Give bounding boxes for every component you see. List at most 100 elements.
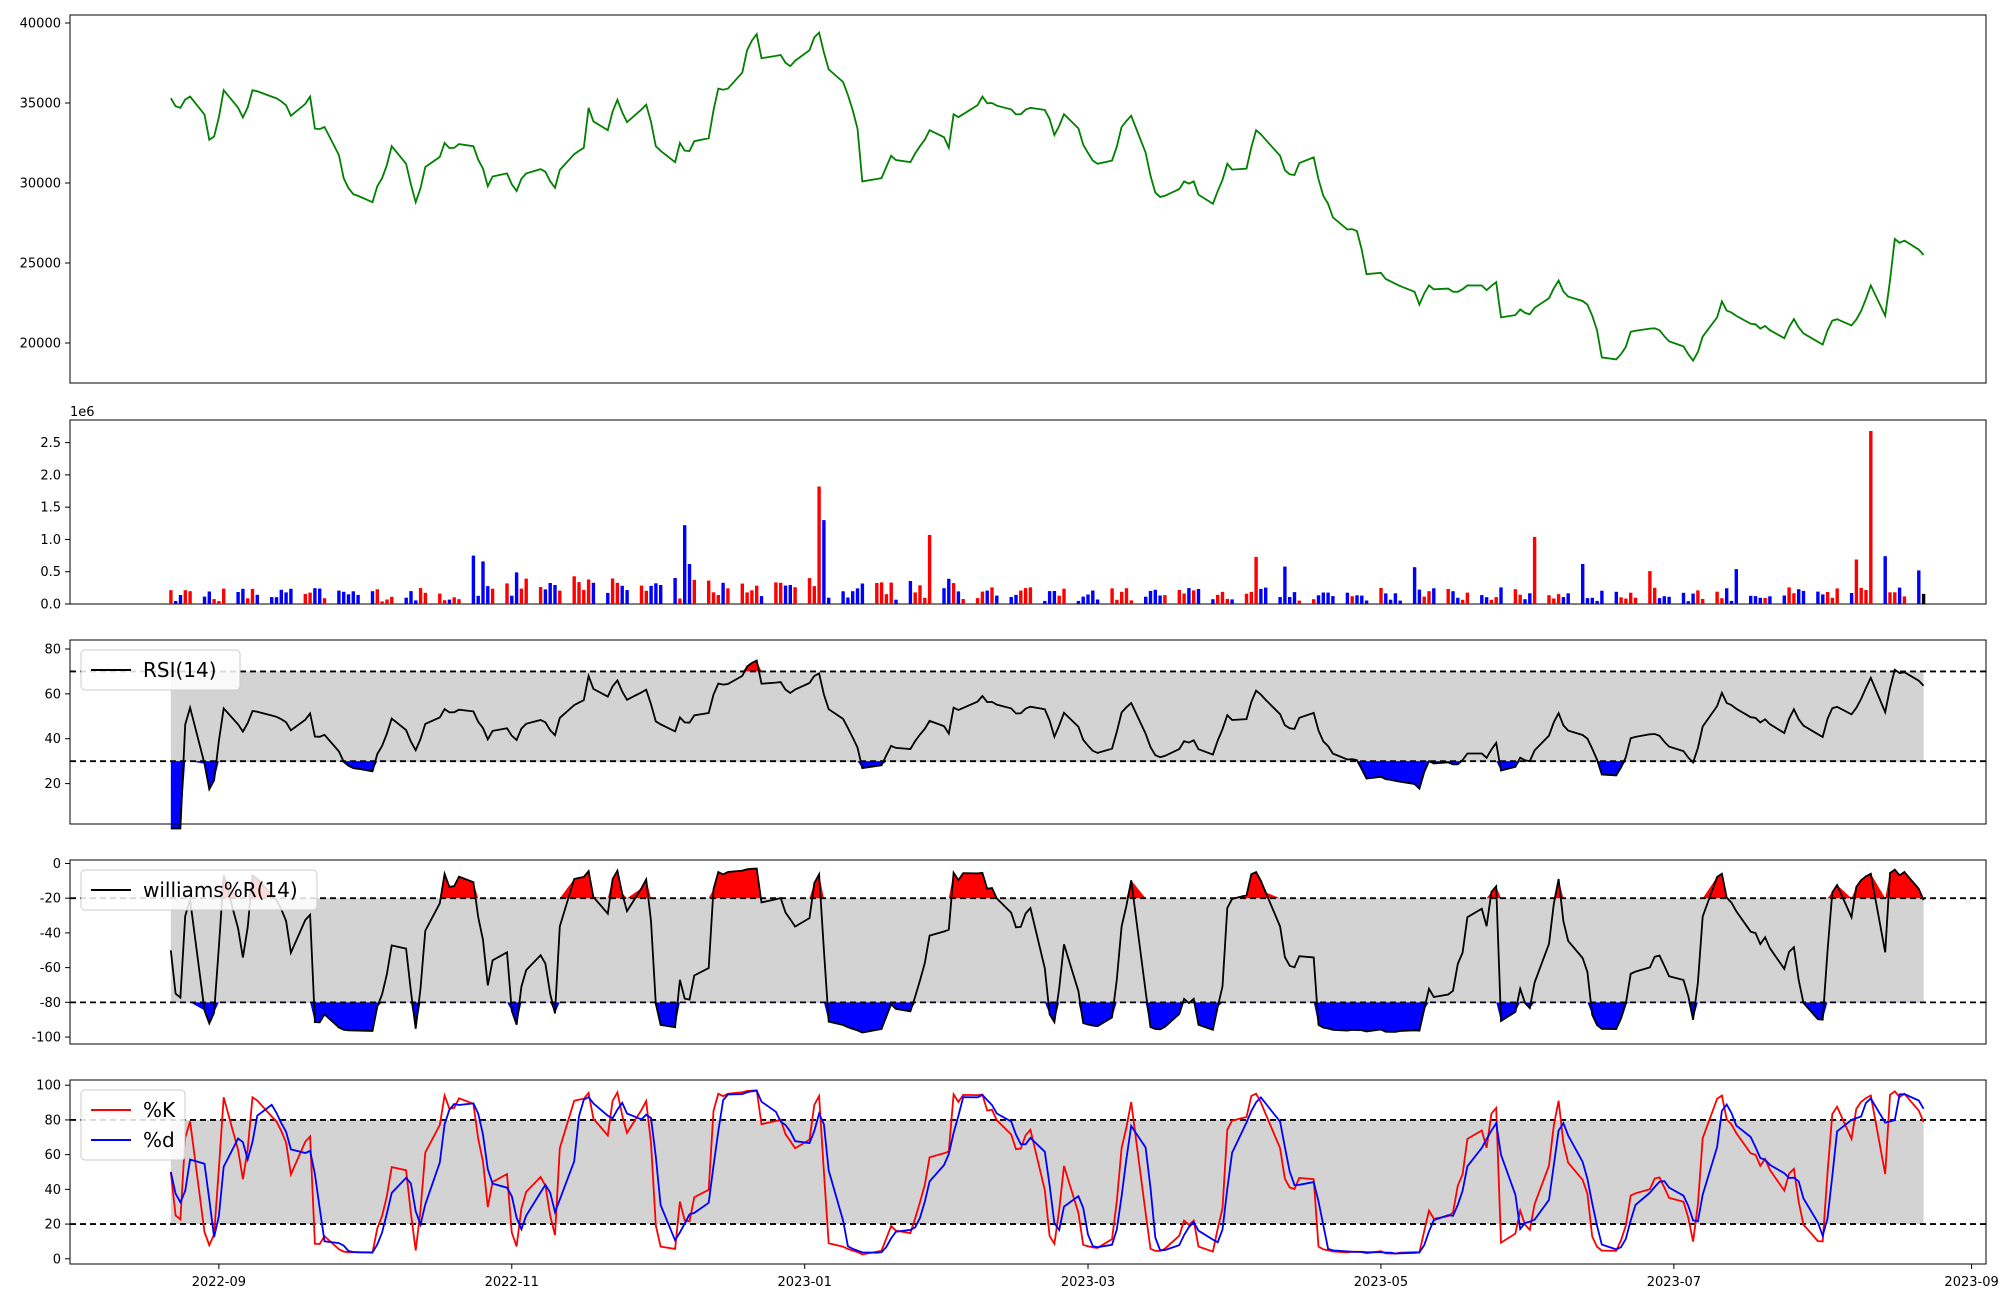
volume-bar: [659, 585, 663, 604]
volume-panel: 0.0 0.5 1.0 1.5 2.0 2.5 1e6: [40, 405, 1987, 613]
volume-bar: [620, 585, 624, 604]
volume-bar: [625, 590, 629, 604]
volume-bar: [1220, 591, 1225, 604]
volume-bar: [1216, 594, 1220, 604]
volume-bar: [1091, 590, 1095, 604]
volume-bar: [649, 585, 653, 604]
volume-bar: [375, 589, 379, 604]
volume-bar: [1182, 593, 1186, 604]
volume-bar: [707, 580, 711, 604]
rsi-axes-frame: [69, 639, 1987, 825]
volume-bar: [1028, 587, 1033, 604]
volume-bar: [1364, 600, 1369, 604]
rsi-legend-box: [80, 649, 241, 691]
volume-bar: [793, 587, 797, 604]
volume-ytick-label: 1.5: [40, 501, 61, 516]
volume-bar: [1897, 587, 1902, 604]
volume-bar: [1518, 594, 1522, 604]
volume-bar: [442, 600, 447, 604]
volume-bar: [1446, 589, 1450, 604]
volume-bar: [606, 592, 610, 604]
stochastic-k-line: [169, 1089, 1925, 1256]
volume-bar: [851, 591, 855, 604]
volume-bar: [337, 590, 341, 604]
volume-bar: [591, 582, 596, 604]
volume-bar: [918, 585, 922, 604]
volume-bar: [1047, 591, 1052, 604]
rsi-ytick-label: 20: [44, 777, 61, 792]
volume-bar: [274, 597, 279, 604]
volume-bar: [1662, 596, 1666, 604]
volume-bar: [1888, 592, 1892, 604]
volume-bar: [1345, 592, 1350, 604]
x-tick-label: 2022-11: [485, 1275, 539, 1290]
rsi-oversold-fill: [170, 761, 1924, 829]
volume-bar: [1043, 600, 1047, 604]
rsi-line: [170, 659, 1925, 830]
volume-bar: [486, 586, 490, 604]
williams-legend-label: williams%R(14): [143, 878, 298, 902]
volume-bar: [183, 590, 187, 604]
williams-ytick-label: -80: [40, 996, 61, 1011]
volume-bar: [524, 578, 528, 604]
volume-bar: [1316, 595, 1321, 604]
volume-bar: [980, 591, 985, 604]
volume-bar: [505, 583, 509, 604]
volume-bar: [1782, 595, 1786, 604]
volume-bar: [1883, 556, 1887, 604]
volume-bar: [1849, 593, 1854, 604]
volume-bar: [1629, 592, 1633, 604]
volume-bar: [1297, 600, 1301, 604]
volume-bar: [1465, 592, 1470, 604]
volume-bar: [817, 486, 821, 604]
volume-bar: [683, 525, 687, 604]
volume-bar: [889, 582, 893, 604]
volume-bar: [1902, 596, 1907, 604]
volume-bar: [956, 591, 961, 604]
volume-bar: [716, 595, 720, 604]
volume-bar: [908, 581, 913, 604]
volume-bar: [1523, 599, 1527, 604]
volume-bar: [1355, 595, 1359, 604]
volume-bar: [279, 589, 283, 604]
volume-bar: [1864, 590, 1868, 604]
volume-bar: [1014, 594, 1018, 604]
volume-bar: [582, 589, 586, 604]
stochastic-ytick-label: 80: [44, 1113, 61, 1128]
price-panel: 20000 25000 30000 35000 40000: [20, 14, 1987, 384]
volume-bar: [884, 594, 889, 604]
volume-bar: [246, 598, 250, 604]
volume-bar: [1859, 587, 1863, 604]
volume-bar: [390, 596, 394, 604]
williams-ytick-label: -60: [40, 961, 61, 976]
price-ytick-label: 30000: [20, 177, 61, 192]
volume-bar: [1086, 594, 1090, 604]
stochastic-ytick-label: 60: [44, 1148, 61, 1163]
volume-bar: [1120, 591, 1124, 604]
volume-bar: [418, 588, 423, 604]
volume-bar: [755, 585, 759, 604]
volume-bar: [380, 601, 384, 604]
volume-bar: [207, 591, 211, 604]
volume-bar: [1225, 598, 1229, 604]
price-ytick-label: 40000: [20, 17, 61, 32]
volume-bar: [1830, 597, 1835, 604]
volume-bar: [711, 592, 716, 604]
volume-bar: [1360, 595, 1364, 604]
volume-bar: [1057, 595, 1061, 604]
volume-bar: [1494, 597, 1498, 604]
stochastic-legend-label: %d: [143, 1128, 175, 1152]
volume-bar: [927, 534, 932, 604]
volume-bar: [490, 588, 495, 604]
volume-bar: [255, 594, 259, 604]
volume-bar: [1499, 587, 1503, 604]
williams-legend-box: [80, 869, 318, 911]
volume-bar: [1561, 597, 1566, 604]
williams-ytick-label: -20: [40, 892, 61, 907]
volume-bar: [1590, 597, 1594, 604]
volume-bar: [342, 591, 346, 604]
volume-bar: [476, 595, 480, 604]
volume-ytick-label: 2.0: [40, 468, 61, 483]
stochastic-ytick-label: 0: [53, 1252, 61, 1267]
